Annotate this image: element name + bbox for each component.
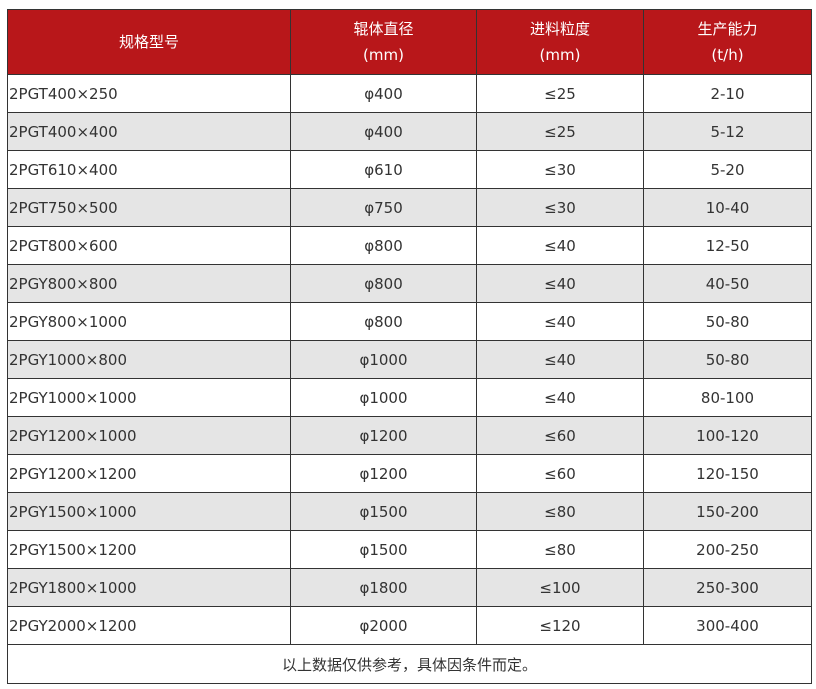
cell-feed-size: ≤30 (476, 188, 644, 227)
header-model: 规格型号 (7, 9, 291, 75)
cell-roller-diameter: φ800 (290, 302, 477, 341)
note-row: 以上数据仅供参考，具体因条件而定。 (7, 644, 812, 684)
table-row: 2PGY1000×1000 φ1000 ≤40 80-100 (7, 378, 812, 417)
header-feed-size: 进料粒度 (mm) (476, 9, 644, 75)
table-row: 2PGY1200×1000 φ1200 ≤60 100-120 (7, 416, 812, 455)
table-row: 2PGY1500×1200 φ1500 ≤80 200-250 (7, 530, 812, 569)
table-row: 2PGY1000×800 φ1000 ≤40 50-80 (7, 340, 812, 379)
header-label: 进料粒度 (529, 20, 590, 38)
table-row: 2PGY1800×1000 φ1800 ≤100 250-300 (7, 568, 812, 607)
cell-model: 2PGY2000×1200 (7, 606, 291, 645)
table-row: 2PGY1500×1000 φ1500 ≤80 150-200 (7, 492, 812, 531)
cell-roller-diameter: φ1000 (290, 378, 477, 417)
cell-roller-diameter: φ750 (290, 188, 477, 227)
table-row: 2PGY800×1000 φ800 ≤40 50-80 (7, 302, 812, 341)
cell-capacity: 5-12 (643, 112, 812, 151)
cell-capacity: 50-80 (643, 340, 812, 379)
cell-capacity: 300-400 (643, 606, 812, 645)
header-label: 生产能力 (697, 20, 758, 38)
header-capacity: 生产能力 (t/h) (643, 9, 812, 75)
cell-model: 2PGY1800×1000 (7, 568, 291, 607)
cell-capacity: 5-20 (643, 150, 812, 189)
cell-roller-diameter: φ1200 (290, 416, 477, 455)
cell-capacity: 150-200 (643, 492, 812, 531)
note-text: 以上数据仅供参考，具体因条件而定。 (7, 644, 812, 684)
cell-roller-diameter: φ400 (290, 112, 477, 151)
cell-capacity: 12-50 (643, 226, 812, 265)
cell-capacity: 10-40 (643, 188, 812, 227)
cell-roller-diameter: φ800 (290, 226, 477, 265)
cell-feed-size: ≤40 (476, 302, 644, 341)
cell-model: 2PGT610×400 (7, 150, 291, 189)
table-row: 2PGT400×250 φ400 ≤25 2-10 (7, 74, 812, 113)
cell-roller-diameter: φ1500 (290, 492, 477, 531)
cell-roller-diameter: φ1000 (290, 340, 477, 379)
cell-model: 2PGY1200×1200 (7, 454, 291, 493)
cell-capacity: 200-250 (643, 530, 812, 569)
spec-table: 规格型号 辊体直径 (mm) 进料粒度 (mm) 生产能力 (t/h) 2PGT400×25… (7, 9, 812, 684)
header-unit: (t/h) (711, 46, 744, 64)
cell-roller-diameter: φ400 (290, 74, 477, 113)
cell-feed-size: ≤100 (476, 568, 644, 607)
table-row: 2PGY1200×1200 φ1200 ≤60 120-150 (7, 454, 812, 493)
cell-model: 2PGT750×500 (7, 188, 291, 227)
table-row: 2PGT400×400 φ400 ≤25 5-12 (7, 112, 812, 151)
cell-feed-size: ≤40 (476, 264, 644, 303)
cell-capacity: 120-150 (643, 454, 812, 493)
table-row: 2PGT610×400 φ610 ≤30 5-20 (7, 150, 812, 189)
cell-model: 2PGY1500×1200 (7, 530, 291, 569)
header-unit: (mm) (539, 46, 581, 64)
cell-model: 2PGY1000×800 (7, 340, 291, 379)
cell-feed-size: ≤60 (476, 416, 644, 455)
cell-capacity: 2-10 (643, 74, 812, 113)
cell-roller-diameter: φ800 (290, 264, 477, 303)
cell-feed-size: ≤40 (476, 378, 644, 417)
table-row: 2PGY800×800 φ800 ≤40 40-50 (7, 264, 812, 303)
cell-model: 2PGY800×800 (7, 264, 291, 303)
cell-capacity: 80-100 (643, 378, 812, 417)
cell-feed-size: ≤25 (476, 74, 644, 113)
cell-feed-size: ≤60 (476, 454, 644, 493)
header-unit: (mm) (363, 46, 404, 64)
cell-feed-size: ≤80 (476, 492, 644, 531)
cell-roller-diameter: φ610 (290, 150, 477, 189)
cell-capacity: 100-120 (643, 416, 812, 455)
cell-roller-diameter: φ1500 (290, 530, 477, 569)
header-label: 辊体直径 (353, 20, 414, 38)
cell-model: 2PGY1200×1000 (7, 416, 291, 455)
cell-feed-size: ≤120 (476, 606, 644, 645)
cell-feed-size: ≤40 (476, 226, 644, 265)
cell-roller-diameter: φ1200 (290, 454, 477, 493)
cell-model: 2PGY800×1000 (7, 302, 291, 341)
cell-feed-size: ≤25 (476, 112, 644, 151)
cell-model: 2PGT400×400 (7, 112, 291, 151)
cell-feed-size: ≤30 (476, 150, 644, 189)
table-row: 2PGT800×600 φ800 ≤40 12-50 (7, 226, 812, 265)
cell-roller-diameter: φ2000 (290, 606, 477, 645)
cell-model: 2PGT400×250 (7, 74, 291, 113)
cell-model: 2PGY1500×1000 (7, 492, 291, 531)
header-row: 规格型号 辊体直径 (mm) 进料粒度 (mm) 生产能力 (t/h) (7, 9, 812, 75)
header-roller-diameter: 辊体直径 (mm) (290, 9, 477, 75)
cell-capacity: 50-80 (643, 302, 812, 341)
cell-capacity: 250-300 (643, 568, 812, 607)
cell-feed-size: ≤80 (476, 530, 644, 569)
table-row: 2PGT750×500 φ750 ≤30 10-40 (7, 188, 812, 227)
cell-model: 2PGT800×600 (7, 226, 291, 265)
cell-feed-size: ≤40 (476, 340, 644, 379)
cell-roller-diameter: φ1800 (290, 568, 477, 607)
cell-model: 2PGY1000×1000 (7, 378, 291, 417)
table-row: 2PGY2000×1200 φ2000 ≤120 300-400 (7, 606, 812, 645)
cell-capacity: 40-50 (643, 264, 812, 303)
header-label: 规格型号 (118, 33, 179, 51)
